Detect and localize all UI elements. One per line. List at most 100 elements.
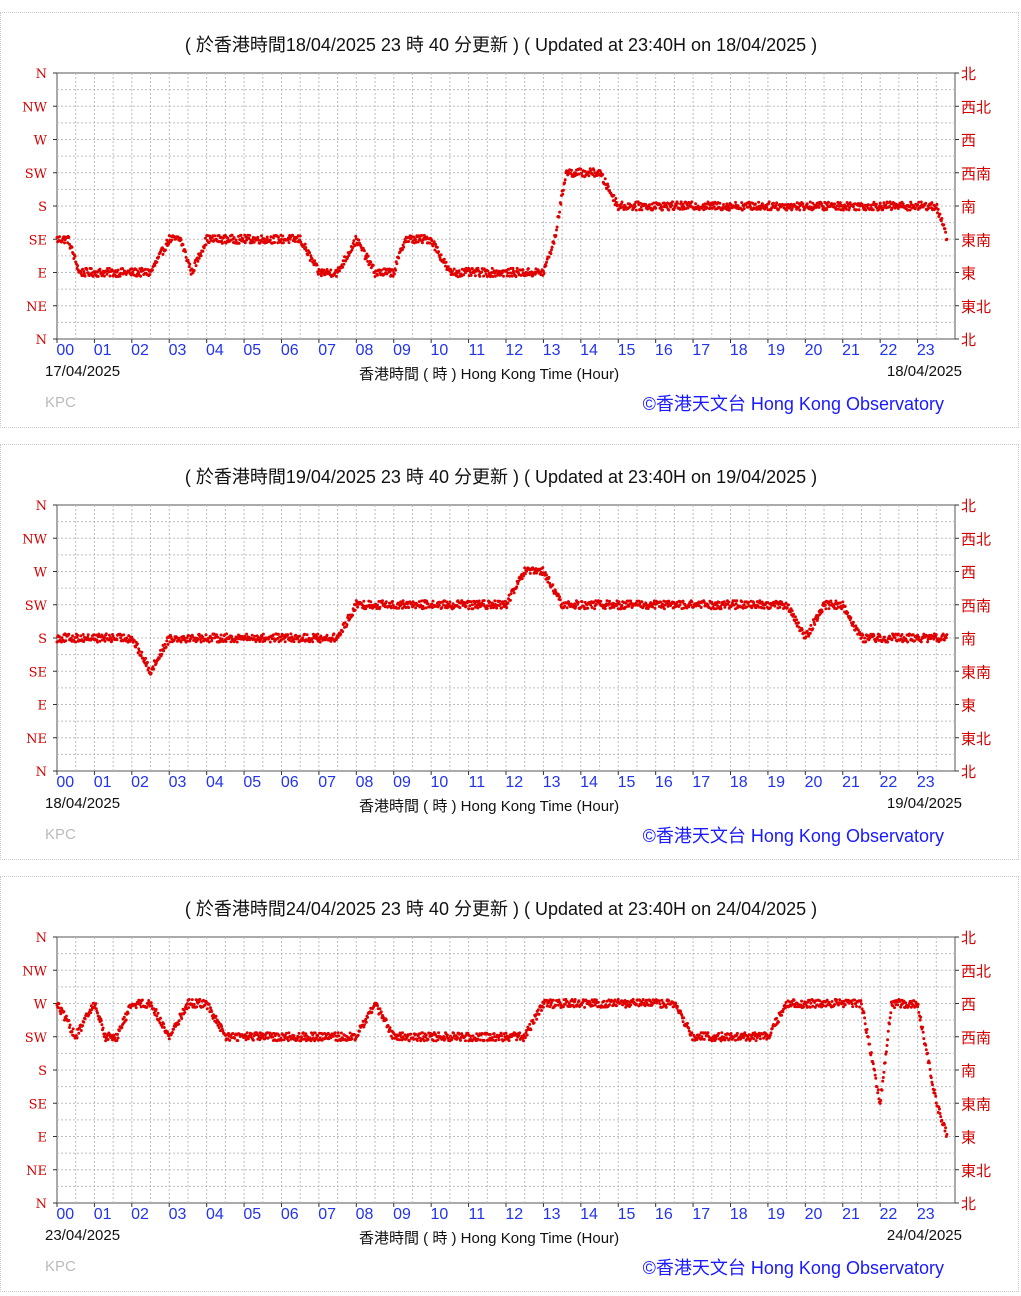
data-point bbox=[187, 634, 191, 637]
chart-panel-3: N 北 NW 西北 W 西 SW 西南 S 南 SE 東南 E 東 NE 東北 N 北 00 01 02 03 04 05 06… bbox=[0, 876, 1019, 1292]
data-point bbox=[160, 652, 164, 656]
data-point bbox=[866, 203, 870, 207]
data-point bbox=[613, 998, 617, 1002]
data-point bbox=[276, 632, 280, 636]
x-tick-label: 20 bbox=[805, 1206, 823, 1223]
data-point bbox=[286, 633, 290, 637]
data-point bbox=[657, 999, 661, 1003]
data-point bbox=[605, 187, 609, 191]
data-point bbox=[723, 605, 727, 609]
x-tick-label: 05 bbox=[243, 1206, 261, 1223]
data-point bbox=[792, 612, 795, 616]
data-point bbox=[477, 599, 481, 603]
data-point bbox=[921, 1030, 925, 1034]
data-point bbox=[813, 1005, 817, 1009]
data-point bbox=[286, 1039, 290, 1043]
data-point bbox=[222, 640, 225, 643]
data-point bbox=[220, 239, 224, 243]
data-point bbox=[336, 1031, 340, 1035]
data-point bbox=[325, 633, 329, 637]
data-point bbox=[926, 1051, 930, 1055]
data-point bbox=[817, 205, 821, 209]
chart-panel-2: N 北 NW 西北 W 西 SW 西南 S 南 SE 東南 E 東 NE 東北 N 北 00 01 02 03 04 05 06… bbox=[0, 444, 1019, 860]
data-point bbox=[341, 265, 345, 269]
data-point bbox=[354, 603, 358, 607]
data-point bbox=[426, 602, 430, 606]
data-point bbox=[478, 274, 482, 278]
data-point bbox=[899, 1005, 903, 1009]
data-point bbox=[592, 168, 596, 172]
data-point bbox=[864, 1031, 868, 1034]
data-point bbox=[909, 200, 913, 204]
data-point bbox=[168, 640, 172, 644]
data-point bbox=[83, 274, 87, 278]
x-tick-label: 08 bbox=[356, 342, 374, 359]
data-point bbox=[503, 602, 507, 606]
data-point bbox=[287, 1031, 291, 1035]
data-point bbox=[135, 642, 139, 646]
data-point bbox=[287, 241, 291, 245]
data-point bbox=[793, 615, 797, 619]
data-point bbox=[154, 1008, 158, 1011]
data-point bbox=[823, 603, 827, 607]
y-tick-label-left: S bbox=[38, 1064, 47, 1079]
data-point bbox=[384, 600, 388, 604]
data-point bbox=[464, 271, 467, 275]
data-point bbox=[304, 1032, 308, 1036]
data-point bbox=[300, 1035, 303, 1039]
data-point bbox=[526, 267, 530, 271]
data-point bbox=[140, 266, 144, 270]
data-point bbox=[197, 256, 201, 260]
y-tick-label-left: NE bbox=[26, 732, 47, 747]
data-point bbox=[792, 998, 796, 1002]
data-point bbox=[687, 1026, 691, 1030]
y-tick-label-right: 東南 bbox=[961, 1095, 991, 1113]
data-point bbox=[686, 1021, 689, 1025]
data-point bbox=[83, 1017, 87, 1021]
data-point bbox=[875, 1085, 879, 1089]
data-point bbox=[829, 599, 833, 603]
data-point bbox=[230, 634, 234, 638]
data-point bbox=[871, 1062, 875, 1066]
data-point bbox=[294, 633, 298, 637]
data-point bbox=[545, 573, 548, 577]
data-point bbox=[502, 274, 505, 278]
x-tick-label: 02 bbox=[131, 342, 149, 359]
data-point bbox=[318, 640, 322, 644]
start-date-label: 17/04/2025 bbox=[45, 363, 121, 380]
data-point bbox=[444, 260, 448, 264]
data-point bbox=[137, 998, 141, 1002]
data-point bbox=[577, 172, 581, 176]
data-point bbox=[780, 1013, 784, 1017]
data-point bbox=[548, 581, 552, 585]
y-tick-label-right: 東 bbox=[961, 1129, 976, 1147]
station-code: KPC bbox=[45, 1258, 76, 1275]
end-date-label: 24/04/2025 bbox=[886, 1227, 962, 1244]
data-point bbox=[276, 235, 280, 239]
x-tick-label: 21 bbox=[842, 342, 860, 359]
data-point bbox=[147, 999, 151, 1002]
data-point bbox=[258, 241, 262, 245]
data-point bbox=[808, 1005, 812, 1009]
x-tick-label: 16 bbox=[655, 342, 673, 359]
x-tick-label: 19 bbox=[767, 774, 785, 791]
data-point bbox=[96, 640, 99, 644]
x-tick-label: 15 bbox=[618, 342, 636, 359]
data-point bbox=[362, 249, 366, 253]
data-point bbox=[913, 639, 916, 643]
data-point bbox=[896, 207, 900, 210]
data-point bbox=[277, 1034, 281, 1037]
data-point bbox=[147, 666, 151, 670]
data-point bbox=[720, 208, 724, 212]
data-point bbox=[194, 998, 198, 1002]
data-point bbox=[476, 1037, 480, 1041]
x-tick-label: 13 bbox=[543, 774, 561, 791]
y-tick-label-right: 東 bbox=[961, 697, 976, 715]
data-point bbox=[506, 601, 510, 605]
data-point bbox=[517, 1034, 521, 1037]
data-point bbox=[187, 265, 191, 269]
data-point bbox=[704, 1034, 708, 1038]
data-point bbox=[938, 1112, 942, 1115]
data-point bbox=[471, 1034, 475, 1038]
data-point bbox=[219, 633, 223, 637]
